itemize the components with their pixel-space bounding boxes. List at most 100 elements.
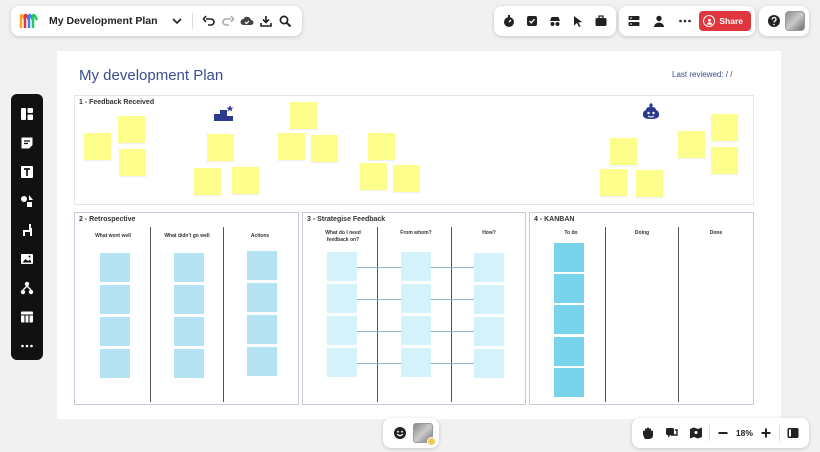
text-icon[interactable] [16, 161, 38, 182]
card[interactable] [474, 285, 504, 314]
logo-icon[interactable] [19, 12, 39, 30]
sticky-note[interactable] [194, 168, 221, 195]
card[interactable] [327, 284, 357, 313]
card[interactable] [327, 316, 357, 345]
sticky-note[interactable] [393, 165, 420, 192]
download-icon[interactable] [256, 10, 275, 32]
card[interactable] [401, 348, 431, 377]
comments-icon[interactable] [661, 422, 683, 444]
card[interactable] [174, 349, 204, 378]
board-name[interactable]: My Development Plan [49, 15, 158, 27]
frame-title: 4 - KANBAN [534, 216, 575, 223]
undo-icon[interactable] [199, 10, 218, 32]
share-button[interactable]: Share [699, 11, 751, 31]
sticky-note[interactable] [311, 135, 338, 162]
avatar[interactable] [785, 11, 805, 31]
card[interactable] [247, 283, 277, 312]
timer-icon[interactable] [498, 10, 520, 32]
card[interactable] [401, 284, 431, 313]
card[interactable] [474, 317, 504, 346]
sticky-note[interactable] [610, 138, 637, 165]
more-tools-icon[interactable] [16, 335, 38, 356]
sticky-note[interactable] [84, 133, 111, 160]
card[interactable] [100, 253, 130, 282]
avatar[interactable] [413, 423, 436, 446]
sticky-note[interactable] [119, 149, 146, 176]
card[interactable] [247, 251, 277, 280]
search-icon[interactable] [275, 10, 294, 32]
divider [192, 13, 194, 29]
sticky-note[interactable] [368, 133, 395, 160]
column-divider [223, 227, 224, 402]
table-icon[interactable] [16, 306, 38, 327]
card[interactable] [174, 317, 204, 346]
pointer-follow-icon[interactable] [567, 10, 589, 32]
incognito-icon[interactable] [544, 10, 566, 32]
card[interactable] [554, 305, 584, 334]
canvas-board[interactable]: My development Plan Last reviewed: / / 1… [57, 51, 781, 419]
sticky-note[interactable] [600, 169, 627, 196]
chevron-down-icon[interactable] [168, 10, 187, 32]
card[interactable] [327, 252, 357, 281]
sticky-note[interactable] [278, 133, 305, 160]
card[interactable] [174, 285, 204, 314]
card[interactable] [100, 317, 130, 346]
briefcase-icon[interactable] [590, 10, 612, 32]
sticky-note[interactable] [711, 114, 738, 141]
sticky-note[interactable] [207, 134, 234, 161]
frame-retrospective[interactable]: 2 - Retrospective What went well What di… [74, 212, 299, 405]
frame-strategise-feedback[interactable]: 3 - Strategise Feedback What do I need f… [302, 212, 526, 405]
column-divider [678, 227, 679, 402]
left-toolbar [11, 94, 43, 360]
card[interactable] [100, 349, 130, 378]
card[interactable] [554, 243, 584, 272]
card[interactable] [554, 368, 584, 397]
help-icon[interactable] [763, 10, 785, 32]
hand-pan-icon[interactable] [637, 422, 659, 444]
card[interactable] [327, 348, 357, 377]
frame-kanban[interactable]: 4 - KANBAN To do Doing Done [529, 212, 754, 405]
last-reviewed-label[interactable]: Last reviewed: / / [672, 70, 733, 79]
card[interactable] [554, 337, 584, 366]
cloud-saved-icon[interactable] [237, 10, 256, 32]
mindmap-icon[interactable] [16, 277, 38, 298]
image-icon[interactable] [16, 248, 38, 269]
topbar-left: My Development Plan [11, 6, 302, 36]
sticky-note[interactable] [678, 131, 705, 158]
zoom-level[interactable]: 18% [735, 428, 753, 438]
card[interactable] [247, 315, 277, 344]
sticky-note[interactable] [232, 167, 259, 194]
shapes-icon[interactable] [16, 190, 38, 211]
card[interactable] [174, 253, 204, 282]
column-header: What went well [95, 233, 131, 239]
sticky-note[interactable] [711, 147, 738, 174]
emoji-reaction-icon[interactable] [389, 422, 411, 444]
board-panel-icon[interactable] [623, 10, 645, 32]
page-title[interactable]: My development Plan [79, 67, 224, 84]
card[interactable] [100, 285, 130, 314]
card[interactable] [474, 253, 504, 282]
sticky-note[interactable] [118, 116, 145, 143]
sidebar-toggle-icon[interactable] [782, 422, 804, 444]
card[interactable] [247, 347, 277, 376]
divider [778, 425, 780, 441]
sticky-note[interactable] [290, 102, 317, 129]
llama-icon[interactable] [16, 219, 38, 240]
zoom-in-icon[interactable] [755, 422, 777, 444]
card[interactable] [474, 349, 504, 378]
redo-icon[interactable] [218, 10, 237, 32]
sticky-note-icon[interactable] [16, 132, 38, 153]
more-options-icon[interactable] [674, 10, 696, 32]
map-icon[interactable] [685, 422, 707, 444]
card[interactable] [401, 316, 431, 345]
card[interactable] [554, 274, 584, 303]
voting-icon[interactable] [521, 10, 543, 32]
templates-icon[interactable] [16, 103, 38, 124]
column-header: Actions [250, 233, 270, 239]
sticky-note[interactable] [360, 163, 387, 190]
sticky-note[interactable] [636, 170, 663, 197]
card[interactable] [401, 252, 431, 281]
user-icon[interactable] [648, 10, 670, 32]
column-header: To do [564, 230, 578, 236]
zoom-out-icon[interactable] [712, 422, 734, 444]
